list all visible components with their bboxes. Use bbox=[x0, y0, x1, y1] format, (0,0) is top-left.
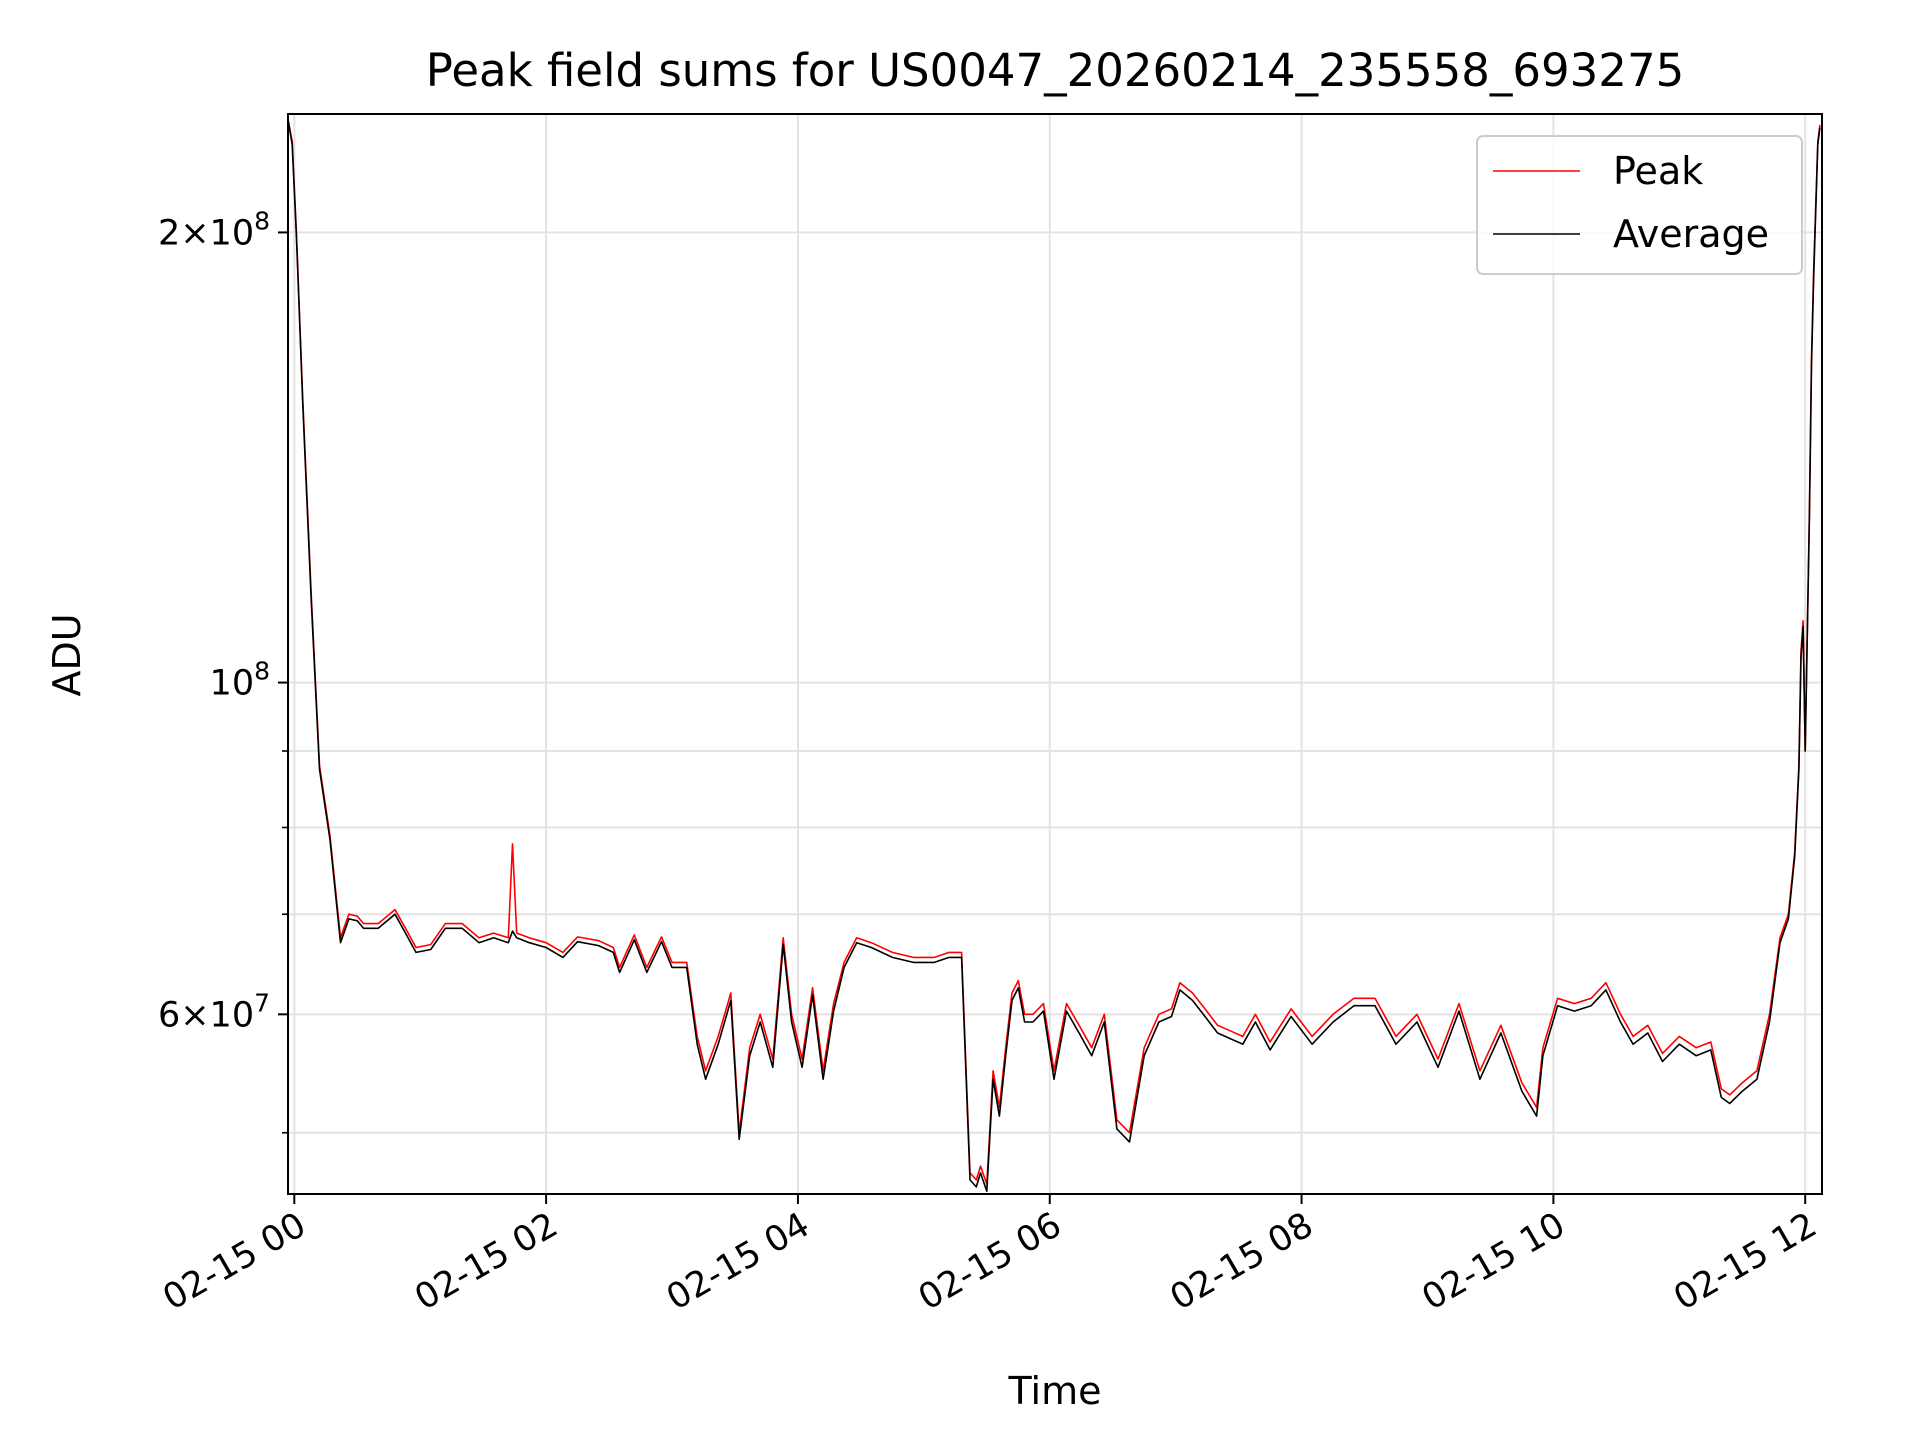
series-lines bbox=[287, 119, 1821, 1192]
y-tick-label: 6×107 bbox=[158, 988, 270, 1035]
legend: Peak Average bbox=[1476, 135, 1803, 275]
y-axis-ticks: 6×107 108 2×108 bbox=[158, 206, 288, 1134]
legend-label-average: Average bbox=[1613, 212, 1769, 256]
series-line-average bbox=[287, 119, 1821, 1192]
chart-title: Peak field sums for US0047_20260214_2355… bbox=[426, 44, 1684, 97]
x-axis-label: Time bbox=[1008, 1369, 1102, 1413]
series-line-peak bbox=[287, 119, 1821, 1185]
y-tick-label: 2×108 bbox=[158, 206, 270, 253]
plot-area-frame bbox=[287, 113, 1823, 1195]
y-axis-label: ADU bbox=[45, 613, 89, 696]
legend-label-peak: Peak bbox=[1613, 149, 1703, 193]
y-tick-label: 108 bbox=[210, 657, 270, 704]
